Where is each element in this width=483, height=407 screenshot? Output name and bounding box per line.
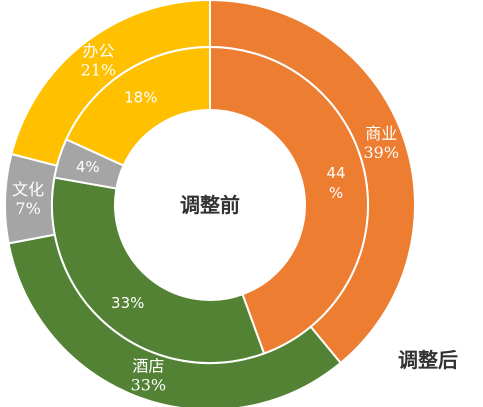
center-label: 调整前 — [180, 193, 240, 217]
outer-label-office: 办公 21% — [81, 42, 117, 80]
outer-label-commercial: 商业 39% — [363, 124, 399, 162]
outer-label-culture: 文化 7% — [12, 180, 44, 218]
inner-slice-office — [64, 45, 211, 167]
inner-slice-commercial — [209, 45, 369, 355]
outer-ring — [4, 0, 416, 407]
inner-label-commercial: 44% — [327, 164, 346, 202]
outer-label-hotel: 酒店 33% — [131, 357, 167, 395]
inner-label-office: 18% — [124, 88, 157, 106]
data-labels: 44 % 33% 4% 18% 商业 39% 酒店 33% 文化 7% 办公 21% — [12, 42, 399, 395]
inner-slice-hotel — [51, 176, 266, 364]
inner-ring — [51, 45, 369, 364]
inner-label-hotel: 33% — [111, 294, 144, 312]
outer-ring-label: 调整后 — [398, 348, 458, 372]
inner-label-culture: 4% — [76, 158, 100, 176]
